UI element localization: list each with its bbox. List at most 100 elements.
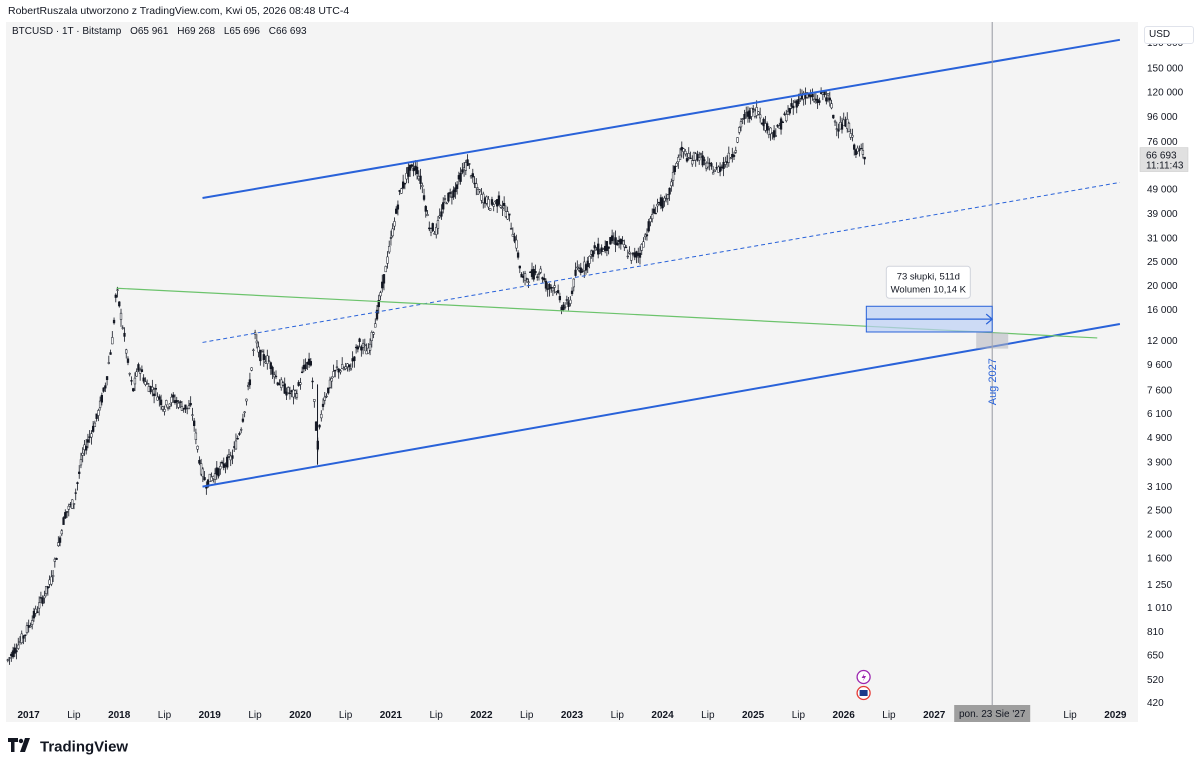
candle-body — [109, 352, 112, 355]
candle-body — [673, 165, 676, 173]
price-tick-label: 650 — [1147, 651, 1164, 662]
candle-body — [179, 401, 182, 403]
candle-body — [395, 208, 398, 214]
candle-body — [105, 376, 109, 380]
candle-body — [443, 198, 447, 200]
lower-channel-line[interactable] — [202, 323, 1121, 488]
candle-body — [614, 237, 617, 245]
bar-countdown: 11:11:43 — [1146, 161, 1184, 172]
candle-body — [72, 503, 76, 505]
price-tick-label: 2 500 — [1147, 505, 1172, 516]
candle-body — [616, 242, 619, 246]
candle-body — [797, 99, 800, 105]
mid-channel-dashed-line[interactable] — [202, 181, 1120, 343]
candle-body — [313, 399, 316, 402]
candle-body — [426, 214, 429, 216]
candle-body — [792, 105, 795, 109]
candle-body — [51, 575, 55, 577]
candle-body — [11, 650, 15, 658]
candle-body — [356, 346, 360, 350]
candle-body — [710, 163, 713, 167]
candle-body — [81, 452, 84, 456]
candle-body — [79, 459, 83, 466]
price-tick-label: 16 000 — [1147, 305, 1178, 316]
upper-channel-line[interactable] — [202, 38, 1121, 200]
candle-body — [454, 187, 457, 193]
time-tick-label: 2029 — [1104, 710, 1127, 721]
candle-body — [38, 602, 41, 609]
time-tick-label: Lip — [792, 710, 806, 721]
candle-body — [832, 114, 835, 119]
candle-body — [548, 284, 551, 290]
candle-body — [826, 93, 830, 96]
candle-body — [487, 199, 490, 208]
candle-body — [163, 409, 166, 412]
candle-body — [685, 158, 689, 162]
candle-body — [133, 377, 137, 385]
candle-body — [341, 364, 344, 369]
candle-body — [227, 454, 231, 457]
price-axis[interactable] — [1138, 22, 1200, 722]
candle-body — [344, 366, 347, 370]
symbol-name[interactable]: BTCUSD · 1T · Bitstamp — [12, 26, 122, 37]
candle-body — [553, 285, 556, 288]
candle-body — [238, 433, 241, 435]
candle-body — [455, 184, 459, 189]
candle-body — [24, 634, 27, 636]
currency-selector[interactable]: USD — [1144, 26, 1194, 44]
candle-body — [408, 164, 412, 171]
candle-body — [445, 202, 448, 205]
candle-body — [219, 465, 222, 470]
candle-body — [511, 233, 515, 237]
candle-body — [421, 185, 424, 188]
candle-body — [170, 396, 173, 403]
candle-body — [353, 356, 356, 361]
candle-body — [537, 273, 541, 275]
candle-body — [508, 213, 511, 216]
candle-body — [860, 148, 863, 150]
candle-body — [619, 238, 622, 245]
time-tick-label: 2018 — [108, 710, 131, 721]
candle-body — [102, 387, 105, 392]
us-flag-glyph — [859, 690, 868, 696]
time-tick-label: Lip — [882, 710, 896, 721]
candle-body — [732, 155, 736, 157]
candle-body — [323, 396, 326, 401]
candle-body — [259, 350, 262, 362]
candle-body — [231, 455, 234, 459]
chart-pane[interactable] — [6, 22, 1138, 722]
candle-body — [593, 245, 596, 249]
candle-body — [58, 537, 62, 543]
candle-body — [539, 268, 542, 273]
candle-body — [736, 137, 739, 143]
candle-body — [532, 268, 535, 280]
candle-body — [240, 429, 243, 431]
candle-body — [126, 358, 130, 363]
candle-body — [151, 386, 154, 390]
candle-body — [513, 236, 516, 242]
candle-body — [755, 107, 758, 116]
candle-body — [57, 542, 60, 547]
candle-body — [502, 202, 506, 207]
candle-body — [581, 270, 584, 273]
candle-body — [325, 395, 328, 398]
time-tick-label: 2026 — [833, 710, 856, 721]
candle-body — [168, 403, 171, 407]
candle-body — [647, 221, 650, 232]
candle-body — [853, 144, 856, 150]
candle-body — [623, 244, 626, 248]
candle-body — [670, 181, 673, 187]
price-tick-label: 810 — [1147, 627, 1164, 638]
candle-body — [283, 383, 286, 394]
candle-body — [363, 344, 366, 346]
time-tick-label: Lip — [520, 710, 534, 721]
candle-body — [318, 424, 321, 428]
candle-body — [187, 405, 191, 409]
candle-body — [795, 100, 798, 108]
candle-body — [475, 183, 478, 189]
candle-body — [431, 223, 434, 232]
candle-body — [772, 130, 776, 138]
candle-body — [285, 391, 288, 396]
candle-body — [563, 306, 567, 308]
